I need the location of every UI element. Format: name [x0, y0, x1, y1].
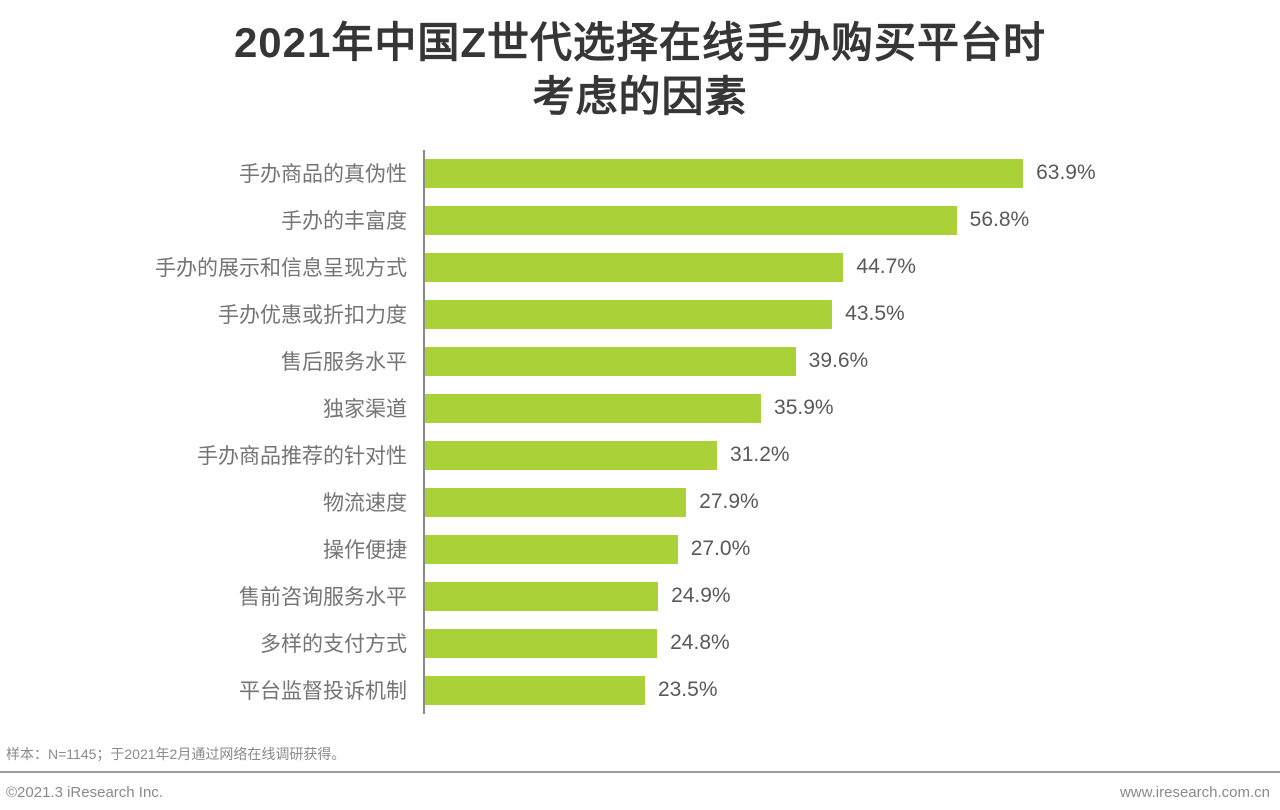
category-label: 物流速度 — [323, 492, 407, 515]
category-label: 手办优惠或折扣力度 — [218, 304, 407, 327]
axis-line: 23.5% — [423, 666, 1280, 714]
chart-row: 多样的支付方式 24.8% — [0, 619, 1280, 667]
bar-chart: 手办商品的真伪性 63.9% 手办的丰富度 56.8% 手办的展示和信息呈现方式… — [0, 149, 1280, 714]
chart-row: 手办优惠或折扣力度 43.5% — [0, 290, 1280, 338]
bar — [425, 581, 659, 611]
axis-line: 56.8% — [423, 196, 1280, 244]
chart-row: 手办商品的真伪性 63.9% — [0, 149, 1280, 197]
value-label: 27.9% — [699, 490, 759, 513]
axis-line: 44.7% — [423, 243, 1280, 291]
category-label: 售前咨询服务水平 — [239, 586, 407, 609]
axis-line: 43.5% — [423, 290, 1280, 338]
value-label: 31.2% — [730, 443, 790, 466]
axis-line: 35.9% — [423, 384, 1280, 432]
value-label: 56.8% — [969, 208, 1030, 231]
bar — [425, 487, 687, 517]
page-title: 2021年中国Z世代选择在线手办购买平台时 考虑的因素 — [0, 0, 1280, 124]
bar — [425, 393, 762, 423]
page-title-line1: 2021年中国Z世代选择在线手办购买平台时 — [233, 19, 1047, 66]
category-label: 操作便捷 — [323, 539, 407, 562]
bar — [425, 205, 957, 235]
value-label: 27.0% — [690, 537, 751, 560]
category-label: 平台监督投诉机制 — [239, 680, 407, 703]
axis-line: 24.9% — [423, 572, 1280, 620]
axis-line: 24.8% — [423, 619, 1280, 667]
footer-divider — [0, 770, 1280, 773]
bar — [425, 346, 796, 376]
bar — [425, 158, 1024, 188]
category-label: 售后服务水平 — [281, 351, 407, 374]
sample-note: 样本：N=1145；于2021年2月通过网络在线调研获得。 — [6, 745, 346, 762]
category-label: 手办的展示和信息呈现方式 — [155, 257, 407, 280]
axis-line: 39.6% — [423, 337, 1280, 385]
axis-line: 31.2% — [423, 431, 1280, 479]
bar — [425, 440, 718, 470]
chart-row: 售前咨询服务水平 24.9% — [0, 572, 1280, 620]
chart-row: 手办的丰富度 56.8% — [0, 196, 1280, 244]
value-label: 23.5% — [657, 678, 718, 701]
bar — [425, 628, 658, 658]
category-label: 独家渠道 — [323, 398, 407, 421]
chart-row: 操作便捷 27.0% — [0, 525, 1280, 573]
chart-row: 手办的展示和信息呈现方式 44.7% — [0, 243, 1280, 291]
chart-row: 售后服务水平 39.6% — [0, 337, 1280, 385]
bar — [425, 299, 833, 329]
copyright-text: ©2021.3 iResearch Inc. — [6, 783, 163, 801]
axis-line: 63.9% — [423, 149, 1280, 197]
value-label: 24.8% — [670, 631, 730, 654]
value-label: 35.9% — [774, 396, 834, 419]
category-label: 多样的支付方式 — [260, 633, 407, 656]
chart-row: 独家渠道 35.9% — [0, 384, 1280, 432]
chart-row: 平台监督投诉机制 23.5% — [0, 666, 1280, 714]
value-label: 63.9% — [1036, 161, 1096, 184]
value-label: 39.6% — [808, 349, 869, 372]
footer: ©2021.3 iResearch Inc. www.iresearch.com… — [0, 773, 1280, 801]
value-label: 44.7% — [856, 255, 916, 278]
chart-row: 物流速度 27.9% — [0, 478, 1280, 526]
category-label: 手办商品推荐的针对性 — [197, 445, 407, 468]
chart-row: 手办商品推荐的针对性 31.2% — [0, 431, 1280, 479]
axis-line: 27.9% — [423, 478, 1280, 526]
category-label: 手办商品的真伪性 — [239, 163, 407, 186]
bar — [425, 252, 844, 282]
bar — [425, 534, 678, 564]
bar — [425, 675, 645, 705]
website-link: www.iresearch.com.cn — [1119, 783, 1270, 801]
page-title-line2: 考虑的因素 — [532, 72, 748, 120]
value-label: 24.9% — [671, 584, 731, 607]
category-label: 手办的丰富度 — [281, 210, 407, 233]
value-label: 43.5% — [845, 302, 905, 325]
axis-line: 27.0% — [423, 525, 1280, 573]
